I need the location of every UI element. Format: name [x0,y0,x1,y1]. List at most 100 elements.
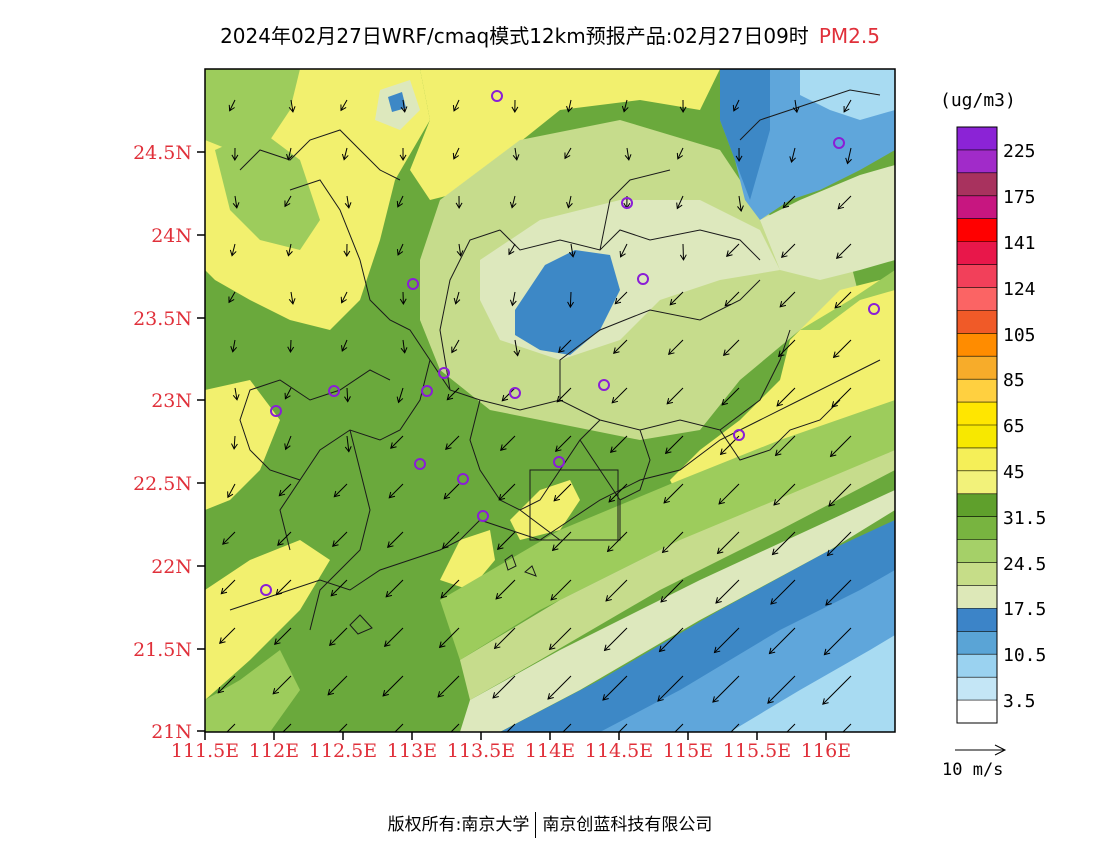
wind-arrow [514,147,518,160]
wind-arrow-head [779,300,787,308]
wind-arrow-head [667,348,675,356]
wind-arrow [738,195,742,212]
admin-boundaries [239,89,881,631]
wind-arrow-head [344,396,351,403]
wind-arrow-head [228,104,235,112]
city-marker [260,584,272,596]
wind-arrow-head [679,106,687,113]
coastline [229,359,881,635]
wind-arrow-head [776,400,783,407]
wind-arrow-head [498,493,506,501]
wind-arrow-head [400,347,408,354]
wind-arrow-head [451,346,458,354]
wind-arrow [718,483,740,505]
wind-arrow [327,675,348,696]
colorbar-swatch [957,562,997,586]
colorbar-swatch [957,516,997,541]
footer-right: 南京创蓝科技有限公司 [542,815,713,835]
wind-arrow [285,435,292,450]
wind-arrow [394,723,404,732]
wind-reference-label: 10 m/s [942,760,1004,780]
wind-arrow-head [231,443,238,450]
wind-arrow [278,483,292,497]
footer-divider [535,812,537,838]
colorbar-label: 175 [1003,187,1036,208]
wind-arrow-head [440,592,447,599]
wind-arrow-head [724,299,732,307]
city-marker [868,303,880,315]
wind-arrow [605,579,628,602]
wind-arrow [287,147,292,160]
lon-label: 115E [662,740,714,762]
colorbar-label: 10.5 [1003,645,1047,666]
wind-arrow [397,243,404,256]
colorbar-swatch [957,425,997,449]
wind-arrow [558,339,572,353]
wind-arrow [782,195,796,209]
wind-arrow-head [492,692,499,699]
colorbar-swatch [957,127,997,151]
colorbar-label: 17.5 [1003,599,1047,620]
wind-arrow-head [229,249,237,257]
wind-arrow [442,531,460,549]
colorbar-swatch [957,218,997,243]
wind-arrow [494,627,516,649]
city-boundary-box [529,469,619,541]
wind-arrow-head [222,538,229,545]
colorbar-label: 65 [1003,416,1025,437]
colorbar-swatch [957,172,997,197]
wind-arrow [564,147,572,159]
wind-arrow [382,675,404,697]
wind-arrow [772,531,796,555]
wind-arrow-head [658,645,666,653]
wind-arrow-head [288,106,296,113]
wind-arrow-head [344,202,352,209]
wind-arrow-head [774,449,782,457]
city-marker [598,379,610,391]
wind-arrow [847,147,852,164]
wind-arrow [284,195,292,207]
wind-arrow [333,483,348,498]
wind-arrow-head [232,202,240,209]
lat-label: 21.5N [133,639,192,661]
wind-arrow [497,531,516,550]
wind-arrow-head [382,690,389,697]
wind-arrow-head [383,640,391,648]
lon-label: 113.5E [446,740,516,762]
wind-arrow [677,147,684,160]
colorbar-swatch [957,700,997,724]
colorbar-swatch [957,493,997,518]
wind-arrow-head [493,642,501,650]
axis-ticks [197,151,827,740]
city-marker [407,278,419,290]
wind-arrow [284,387,292,400]
wind-arrow [275,579,292,596]
wind-arrow [458,243,462,256]
lat-label: 22N [151,556,192,578]
wind-arrow [730,723,740,732]
wind-arrow [217,675,236,694]
wind-arrow-head [511,106,519,113]
wind-arrow [220,579,236,595]
wind-arrow-head [551,544,559,552]
colorbar-label: 31.5 [1003,508,1047,529]
colorbar-label: 85 [1003,370,1025,391]
wind-arrow-head [767,697,774,704]
wind-arrow-head [341,153,349,161]
wind-arrow-head [660,596,667,603]
wind-arrow [570,243,574,257]
wind-arrow-head [341,345,348,352]
wind-arrow [492,675,516,699]
wind-arrow [439,627,460,648]
wind-arrow [289,339,292,353]
lat-label: 21N [151,721,192,743]
colorbar-swatch [957,608,997,632]
wind-arrow [446,387,460,401]
wind-arrow [778,339,796,357]
wind-arrow [398,387,404,403]
wind-arrow-head [831,401,838,408]
wind-arrow [346,195,350,208]
wind-arrow-head [609,446,617,454]
wind-arrow-head [777,350,785,358]
wind-arrow [343,147,348,160]
